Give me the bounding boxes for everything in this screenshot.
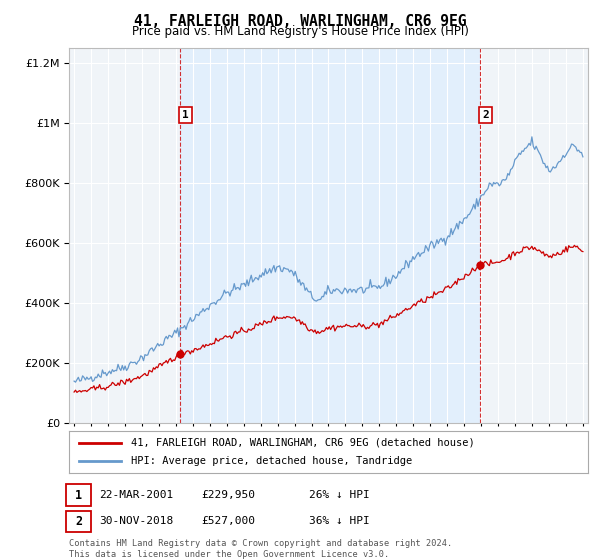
Text: 2: 2 — [75, 515, 82, 528]
Text: 30-NOV-2018: 30-NOV-2018 — [99, 516, 173, 526]
Text: 1: 1 — [182, 110, 189, 120]
Text: 22-MAR-2001: 22-MAR-2001 — [99, 490, 173, 500]
Text: 41, FARLEIGH ROAD, WARLINGHAM, CR6 9EG (detached house): 41, FARLEIGH ROAD, WARLINGHAM, CR6 9EG (… — [131, 438, 475, 448]
Bar — [179, 48, 480, 423]
Text: £229,950: £229,950 — [201, 490, 255, 500]
Text: Contains HM Land Registry data © Crown copyright and database right 2024.
This d: Contains HM Land Registry data © Crown c… — [69, 539, 452, 559]
Text: 36% ↓ HPI: 36% ↓ HPI — [309, 516, 370, 526]
Text: 2: 2 — [482, 110, 489, 120]
Text: 26% ↓ HPI: 26% ↓ HPI — [309, 490, 370, 500]
Text: 41, FARLEIGH ROAD, WARLINGHAM, CR6 9EG: 41, FARLEIGH ROAD, WARLINGHAM, CR6 9EG — [134, 14, 466, 29]
Text: 1: 1 — [75, 488, 82, 502]
Text: Price paid vs. HM Land Registry's House Price Index (HPI): Price paid vs. HM Land Registry's House … — [131, 25, 469, 38]
Text: £527,000: £527,000 — [201, 516, 255, 526]
Text: HPI: Average price, detached house, Tandridge: HPI: Average price, detached house, Tand… — [131, 456, 413, 466]
